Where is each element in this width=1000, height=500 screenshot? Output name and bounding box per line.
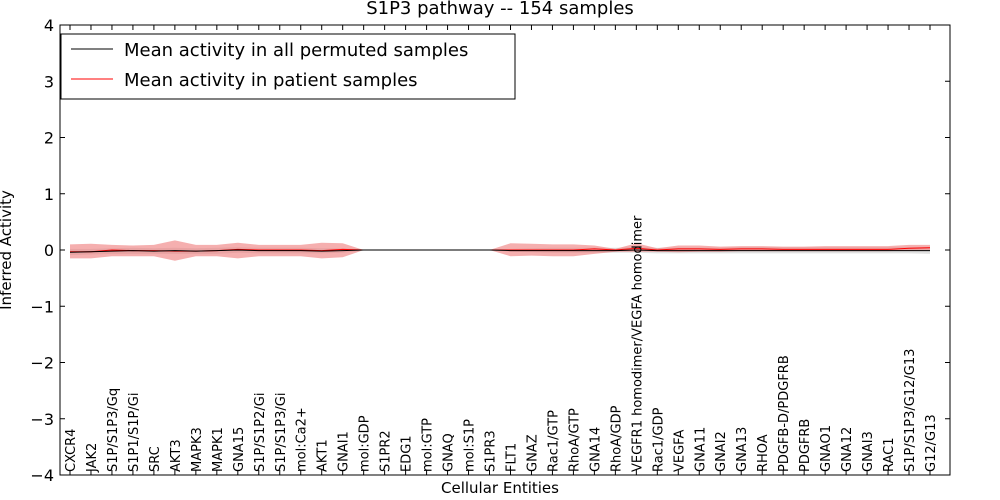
y-tick-label: 1 bbox=[44, 185, 54, 204]
x-tick-label: G12/G13 bbox=[924, 414, 939, 472]
x-tick-label: GNA15 bbox=[232, 427, 247, 472]
x-tick-label: AKT1 bbox=[316, 439, 331, 472]
y-tick-label: 2 bbox=[44, 129, 54, 148]
y-tick-label: −3 bbox=[30, 410, 54, 429]
x-tick-label: RAC1 bbox=[882, 437, 897, 472]
x-tick-label: mol:Ca2+ bbox=[295, 407, 310, 472]
y-axis: −4 −3 −2 −1 0 1 2 3 4 bbox=[30, 16, 950, 485]
legend-label-permuted: Mean activity in all permuted samples bbox=[124, 40, 468, 61]
x-tick-label: VEGFR1 homodimer/VEGFA homodimer bbox=[630, 215, 645, 472]
x-tick-label: GNA14 bbox=[588, 427, 603, 472]
x-tick-label: CXCR4 bbox=[64, 429, 79, 472]
permuted-mean-line bbox=[69, 249, 930, 253]
x-tick-label: GNA12 bbox=[840, 427, 855, 472]
x-tick-label: GNAI1 bbox=[337, 431, 352, 472]
y-tick-label: 3 bbox=[44, 72, 54, 91]
legend-box bbox=[60, 33, 516, 100]
x-tick-label: S1P/S1P3/Gi bbox=[274, 393, 289, 472]
x-tick-label: GNAI2 bbox=[714, 431, 729, 472]
y-axis-label: Inferred Activity bbox=[0, 190, 15, 310]
x-tick-label: GNAO1 bbox=[819, 425, 834, 472]
x-tick-label: S1P/S1P3/G12/G13 bbox=[903, 349, 918, 472]
x-tick-label: SRC bbox=[148, 446, 163, 472]
x-tick-label: GNAZ bbox=[526, 434, 541, 472]
x-tick-label: PDGFRB bbox=[798, 419, 813, 472]
chart-title: S1P3 pathway -- 154 samples bbox=[366, 0, 634, 19]
x-tick-label: EDG1 bbox=[400, 435, 415, 472]
x-tick-label: mol:S1P bbox=[463, 419, 478, 472]
y-tick-label: 0 bbox=[44, 241, 54, 260]
x-tick-label: S1PR2 bbox=[379, 430, 394, 472]
x-tick-label: mol:GDP bbox=[358, 415, 373, 472]
x-tick-label: GNAQ bbox=[442, 433, 457, 472]
x-tick-label: S1P1/S1P/Gi bbox=[127, 393, 142, 472]
y-tick-label: −2 bbox=[30, 354, 54, 373]
x-tick-label: FLT1 bbox=[505, 443, 520, 472]
x-tick-label: RhoA/GDP bbox=[609, 405, 624, 472]
x-tick-label: S1P/S1P3/Gq bbox=[106, 388, 121, 472]
x-tick-label: GNA13 bbox=[735, 427, 750, 472]
x-tick-label: RHOA bbox=[756, 434, 771, 472]
x-axis: CXCR4 JAK2 S1P/S1P3/Gq S1P1/S1P/Gi SRC AKT3 MA… bbox=[64, 25, 939, 475]
legend: Mean activity in all permuted samples Me… bbox=[60, 33, 516, 100]
x-tick-label: Rac1/GDP bbox=[651, 407, 666, 472]
series-lines bbox=[69, 247, 931, 253]
x-tick-label: JAK2 bbox=[85, 443, 100, 473]
x-tick-label: mol:GTP bbox=[421, 418, 436, 472]
x-tick-label: MAPK3 bbox=[190, 427, 205, 472]
legend-label-patient: Mean activity in patient samples bbox=[124, 70, 418, 91]
x-axis-label: Cellular Entities bbox=[441, 479, 559, 497]
x-tick-label: RhoA/GTP bbox=[567, 408, 582, 472]
x-tick-label: MAPK1 bbox=[211, 427, 226, 472]
x-tick-label: S1PR3 bbox=[484, 430, 499, 472]
x-tick-label: AKT3 bbox=[169, 439, 184, 472]
y-tick-label: −1 bbox=[30, 297, 54, 316]
x-tick-label: GNA11 bbox=[693, 427, 708, 472]
x-tick-label: VEGFA bbox=[672, 430, 687, 472]
x-tick-label: GNAI3 bbox=[861, 431, 876, 472]
y-tick-label: 4 bbox=[44, 16, 54, 35]
y-tick-label: −4 bbox=[30, 466, 54, 485]
x-tick-label: S1P/S1P2/Gi bbox=[253, 393, 268, 472]
x-tick-label: PDGFB-D/PDGFRB bbox=[777, 355, 792, 472]
x-tick-label: Rac1/GTP bbox=[546, 410, 561, 472]
